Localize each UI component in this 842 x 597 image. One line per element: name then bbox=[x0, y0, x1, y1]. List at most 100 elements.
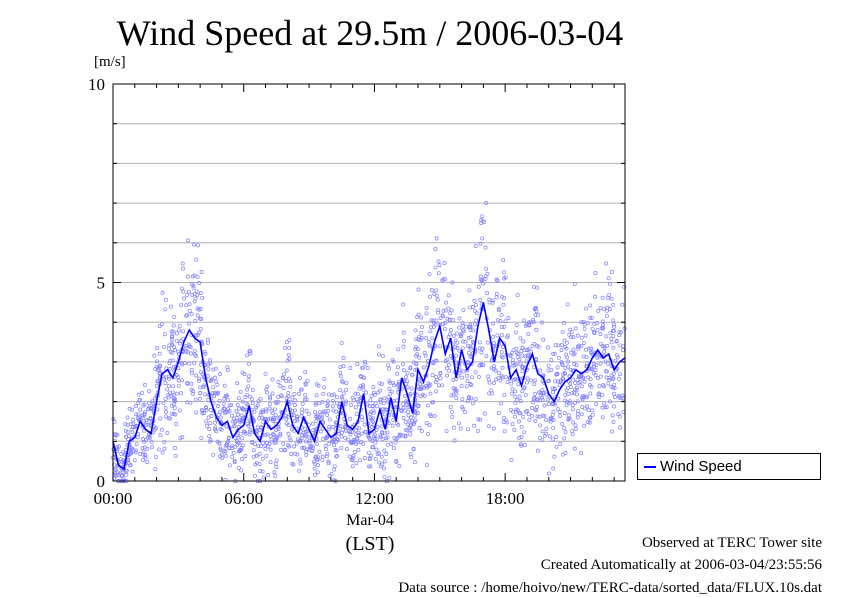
scatter-point bbox=[582, 326, 587, 331]
scatter-point bbox=[448, 405, 453, 409]
scatter-point bbox=[455, 340, 460, 345]
scatter-point bbox=[384, 436, 388, 441]
scatter-point bbox=[466, 350, 471, 355]
scatter-point bbox=[145, 447, 150, 451]
scatter-point bbox=[579, 451, 584, 456]
scatter-point bbox=[252, 409, 257, 414]
scatter-point bbox=[500, 333, 504, 338]
scatter-point bbox=[290, 461, 295, 466]
scatter-point bbox=[509, 407, 513, 412]
scatter-point bbox=[501, 302, 506, 307]
legend-swatch bbox=[644, 465, 656, 468]
scatter-point bbox=[518, 336, 523, 341]
scatter-point bbox=[415, 315, 420, 320]
scatter-point bbox=[351, 440, 356, 445]
scatter-point bbox=[557, 383, 562, 388]
scatter-point bbox=[500, 365, 505, 370]
scatter-point bbox=[581, 341, 586, 345]
scatter-point bbox=[572, 362, 577, 366]
scatter-point bbox=[387, 386, 392, 391]
scatter-point bbox=[306, 411, 311, 416]
scatter-point bbox=[182, 361, 187, 366]
scatter-point bbox=[174, 422, 179, 426]
scatter-point bbox=[324, 454, 329, 459]
scatter-point bbox=[187, 321, 191, 326]
scatter-point bbox=[563, 344, 568, 349]
scatter-point bbox=[368, 412, 373, 416]
scatter-point bbox=[181, 266, 186, 271]
scatter-point bbox=[168, 366, 172, 371]
scatter-point bbox=[401, 302, 406, 307]
scatter-point bbox=[267, 441, 272, 446]
scatter-point bbox=[240, 436, 245, 441]
scatter-point bbox=[248, 394, 253, 399]
scatter-point bbox=[519, 435, 524, 439]
scatter-point bbox=[443, 321, 448, 326]
scatter-point bbox=[459, 384, 464, 389]
scatter-point bbox=[546, 379, 551, 384]
scatter-point bbox=[441, 314, 446, 319]
scatter-point bbox=[185, 350, 190, 355]
scatter-point bbox=[292, 419, 297, 424]
scatter-point bbox=[377, 381, 382, 386]
scatter-point bbox=[373, 432, 378, 437]
scatter-point bbox=[194, 373, 198, 378]
scatter-point bbox=[561, 376, 565, 381]
scatter-point bbox=[466, 427, 470, 432]
scatter-point bbox=[257, 451, 262, 456]
scatter-point bbox=[403, 408, 407, 413]
scatter-point bbox=[179, 302, 184, 307]
scatter-point bbox=[270, 391, 275, 396]
scatter-point bbox=[588, 391, 593, 396]
scatter-point bbox=[409, 455, 414, 460]
scatter-point bbox=[179, 286, 184, 291]
scatter-point bbox=[218, 421, 223, 426]
scatter-point bbox=[470, 401, 475, 406]
scatter-point bbox=[223, 394, 228, 399]
scatter-point bbox=[519, 424, 524, 429]
scatter-point bbox=[568, 385, 573, 390]
scatter-point bbox=[245, 403, 250, 408]
scatter-point bbox=[575, 333, 580, 338]
scatter-point bbox=[394, 458, 399, 463]
scatter-point bbox=[592, 331, 597, 336]
scatter-point bbox=[343, 401, 348, 406]
scatter-point bbox=[284, 379, 289, 383]
scatter-point bbox=[258, 396, 263, 401]
scatter-point bbox=[216, 404, 220, 408]
scatter-point bbox=[407, 425, 412, 430]
scatter-point bbox=[225, 440, 230, 445]
scatter-point bbox=[151, 402, 156, 406]
scatter-point bbox=[494, 295, 499, 300]
scatter-point bbox=[211, 452, 216, 457]
scatter-point bbox=[445, 357, 450, 362]
scatter-point bbox=[448, 332, 453, 337]
scatter-point bbox=[264, 390, 269, 395]
scatter-point bbox=[116, 444, 121, 449]
scatter-point bbox=[612, 328, 616, 333]
scatter-point bbox=[272, 470, 277, 475]
scatter-point bbox=[443, 277, 448, 282]
scatter-point bbox=[371, 445, 376, 450]
scatter-point bbox=[585, 395, 590, 400]
scatter-point bbox=[511, 358, 516, 363]
scatter-point bbox=[283, 447, 288, 452]
scatter-point bbox=[191, 283, 196, 288]
scatter-point bbox=[469, 382, 474, 387]
scatter-point bbox=[405, 422, 410, 427]
scatter-point bbox=[468, 382, 473, 386]
scatter-point bbox=[425, 431, 430, 436]
scatter-point bbox=[441, 308, 446, 313]
scatter-point bbox=[505, 379, 510, 384]
scatter-point bbox=[223, 410, 228, 415]
scatter-point bbox=[465, 379, 470, 384]
scatter-point bbox=[123, 422, 128, 427]
scatter-point bbox=[264, 453, 269, 458]
scatter-point bbox=[580, 393, 585, 398]
scatter-point bbox=[571, 352, 576, 357]
scatter-point bbox=[583, 406, 587, 411]
scatter-point bbox=[266, 473, 271, 478]
scatter-point bbox=[611, 345, 616, 350]
scatter-point bbox=[363, 361, 368, 366]
scatter-point bbox=[218, 410, 223, 415]
